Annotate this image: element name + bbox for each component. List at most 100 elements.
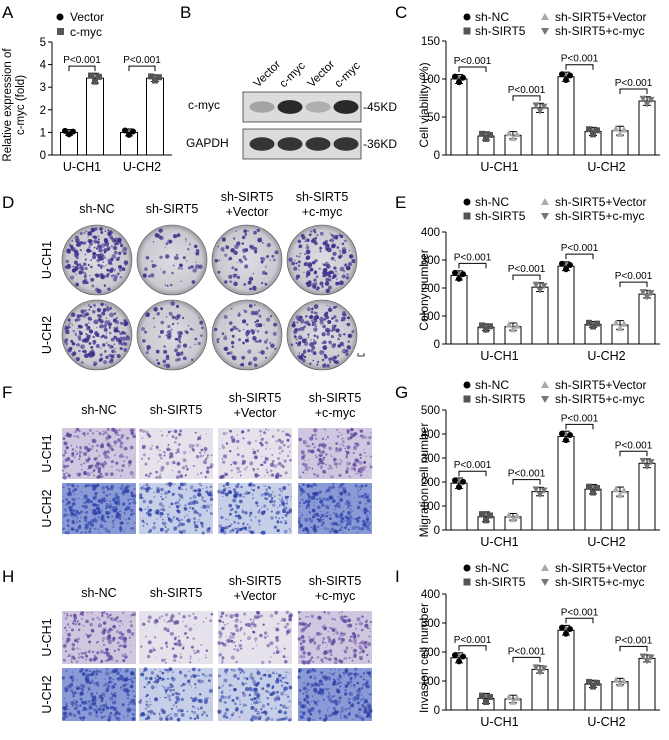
colony-dot: [296, 321, 299, 324]
cell-dot: [63, 514, 66, 518]
colony-dot: [115, 317, 118, 319]
cell-dot: [62, 475, 67, 480]
cell-dot: [106, 433, 109, 436]
colony-dot: [325, 288, 330, 294]
cell-dot: [286, 682, 289, 685]
cell-dot: [285, 671, 288, 673]
cell-dot: [116, 508, 119, 511]
colony-dot: [73, 350, 76, 353]
cell-dot: [126, 521, 129, 525]
colony-dot: [123, 260, 129, 265]
cell-dot: [126, 436, 130, 440]
cell-dot: [362, 682, 366, 687]
blot-lane-label: Vector: [306, 58, 338, 90]
colony-dot: [146, 348, 149, 351]
legend-label-sh-sirt5-cmyc: sh-SIRT5+c-myc: [555, 24, 644, 38]
cell-dot: [78, 455, 81, 458]
colony-dot: [75, 357, 80, 362]
colony-dot: [232, 237, 236, 240]
column-header: sh-SIRT5 +Vector: [221, 190, 274, 219]
cell-dot: [288, 614, 293, 619]
cell-dot: [308, 638, 313, 643]
cell-dot: [74, 455, 77, 457]
cell-dot: [205, 500, 208, 503]
cell-dot: [120, 688, 122, 690]
cell-dot: [103, 629, 107, 632]
cell-dot: [282, 704, 286, 709]
cell-dot: [154, 657, 156, 659]
cell-dot: [343, 520, 346, 522]
cell-dot: [71, 691, 76, 696]
cell-dot: [303, 501, 306, 505]
cell-dot: [193, 615, 198, 620]
cell-dot: [234, 510, 238, 514]
colony-dot: [107, 287, 111, 291]
cell-dot: [64, 714, 68, 718]
cell-dot: [233, 491, 237, 494]
cell-dot: [233, 688, 237, 692]
colony-dot: [71, 342, 76, 346]
colony-dot: [343, 270, 346, 273]
cell-dot: [308, 444, 311, 448]
cell-dot: [199, 454, 203, 458]
cell-dot: [274, 610, 279, 615]
colony-dot: [333, 315, 337, 319]
cell-dot: [108, 530, 111, 534]
colony-dot: [106, 269, 110, 272]
cell-dot: [90, 692, 94, 696]
p-value-label: P<0.001: [454, 635, 492, 646]
colony-dot: [113, 270, 116, 272]
cell-dot: [229, 449, 232, 453]
colony-dot: [166, 330, 172, 335]
cell-dot: [69, 512, 74, 517]
panel-g-ylabel: Migration cell number: [417, 423, 431, 538]
legend-marker-sh-sirt5: [463, 212, 471, 220]
cell-dot: [191, 447, 194, 450]
cell-dot: [89, 622, 93, 627]
cell-dot: [177, 708, 182, 713]
cell-dot: [127, 517, 131, 521]
cell-dot: [267, 486, 270, 488]
cell-dot: [275, 627, 280, 632]
cell-dot: [278, 448, 280, 450]
colony-dot: [192, 329, 195, 331]
cell-dot: [328, 514, 331, 517]
cell-dot: [210, 613, 214, 616]
colony-dot: [178, 334, 182, 339]
cell-dot: [224, 530, 226, 533]
cell-dot: [320, 513, 324, 518]
colony-dot: [171, 322, 175, 326]
cell-dot: [261, 507, 263, 509]
cell-dot: [316, 526, 320, 529]
cell-dot: [188, 506, 192, 510]
colony-dot: [105, 273, 109, 278]
cell-dot: [180, 712, 185, 717]
cell-dot: [271, 691, 276, 695]
cell-dot: [222, 432, 226, 436]
cell-dot: [240, 621, 242, 623]
cell-dot: [225, 614, 228, 617]
cell-dot: [288, 617, 292, 622]
colony-dot: [76, 242, 80, 247]
colony-dot: [104, 320, 109, 325]
cell-dot: [242, 523, 245, 526]
cell-dot: [302, 529, 305, 532]
cell-dot: [348, 656, 351, 659]
colony-dot: [266, 254, 270, 258]
colony-dot: [80, 344, 85, 350]
cell-dot: [338, 701, 340, 704]
cell-dot: [369, 621, 372, 624]
cell-dot: [256, 682, 259, 685]
cell-dot: [132, 672, 134, 674]
data-point: [643, 293, 651, 301]
cell-dot: [140, 712, 145, 716]
cell-dot: [118, 470, 121, 472]
colony-dot: [189, 243, 191, 246]
cell-dot: [278, 452, 281, 455]
colony-dot: [90, 265, 93, 269]
cell-dot: [126, 629, 131, 634]
cell-dot: [85, 619, 89, 623]
cell-dot: [361, 509, 363, 512]
cell-dot: [79, 648, 81, 650]
